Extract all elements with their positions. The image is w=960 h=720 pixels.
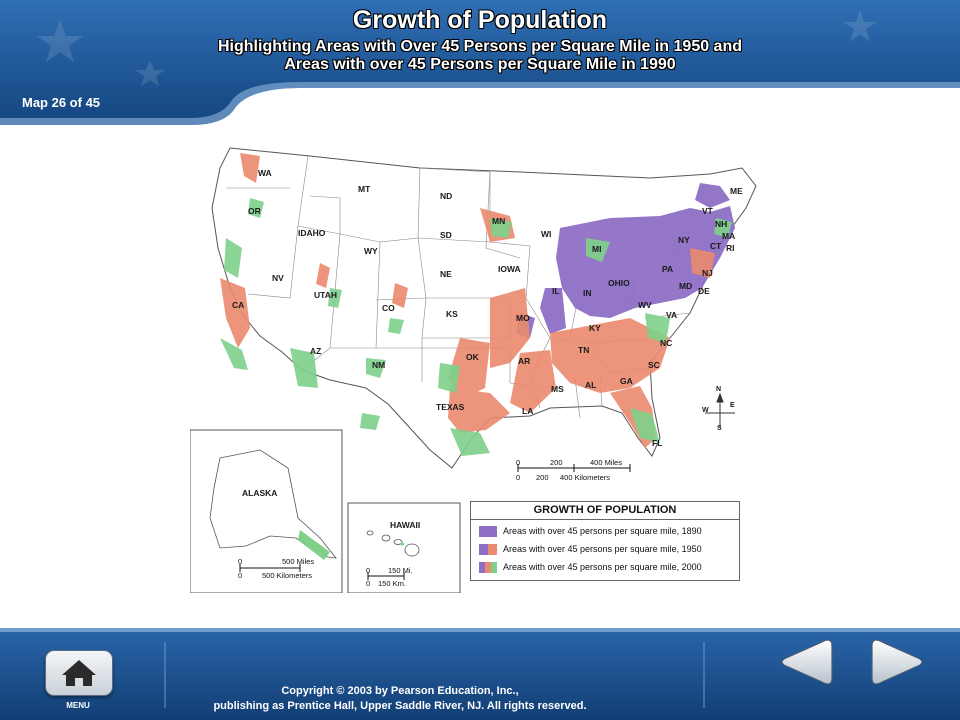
compass-north: N bbox=[716, 386, 722, 393]
state-label-pa: PA bbox=[662, 264, 674, 274]
legend-label-2000: Areas with over 45 persons per square mi… bbox=[503, 562, 702, 572]
state-label-sd: SD bbox=[440, 230, 452, 240]
state-label-fl: FL bbox=[652, 438, 663, 448]
state-label-la: LA bbox=[522, 406, 534, 416]
copyright-line2: publishing as Prentice Hall, Upper Saddl… bbox=[213, 700, 587, 712]
scale-hawaii-km-0: 0 bbox=[366, 579, 371, 588]
scale-hawaii-mi-150: 150 Mi. bbox=[388, 566, 413, 575]
footer-background bbox=[0, 628, 960, 720]
map-counter: Map 26 of 45 bbox=[22, 95, 101, 110]
state-label-ut: UTAH bbox=[314, 290, 337, 300]
scale-alaska-km-0: 0 bbox=[238, 571, 243, 580]
state-label-wv: WV bbox=[638, 300, 652, 310]
scale-main-km-400: 400 Kilometers bbox=[560, 473, 611, 482]
menu-button[interactable] bbox=[45, 650, 113, 696]
state-label-al: AL bbox=[585, 380, 597, 390]
compass-west: W bbox=[702, 407, 709, 414]
scale-alaska-mi-0: 0 bbox=[238, 557, 243, 566]
legend-item-2000: Areas with over 45 persons per square mi… bbox=[479, 562, 702, 576]
state-label-ca: CA bbox=[232, 300, 245, 310]
state-label-tx: TEXAS bbox=[436, 402, 465, 412]
scale-alaska-km-500: 500 Kilometers bbox=[262, 571, 313, 580]
inset-label-alaska: ALASKA bbox=[242, 488, 278, 498]
state-label-me: ME bbox=[730, 186, 743, 196]
state-label-ri: RI bbox=[726, 243, 735, 253]
state-label-ks: KS bbox=[446, 309, 458, 319]
legend-item-1890: Areas with over 45 persons per square mi… bbox=[479, 526, 702, 540]
scale-main-km-0: 0 bbox=[516, 473, 521, 482]
legend-label-1950: Areas with over 45 persons per square mi… bbox=[503, 544, 702, 554]
state-label-ma: MA bbox=[722, 231, 736, 241]
state-label-ga: GA bbox=[620, 376, 633, 386]
state-label-ne: NE bbox=[440, 269, 452, 279]
state-label-il: IL bbox=[552, 286, 560, 296]
state-label-ok: OK bbox=[466, 352, 479, 362]
state-label-mo: MO bbox=[516, 313, 530, 323]
state-label-mn: MN bbox=[492, 216, 506, 226]
footer-band bbox=[0, 628, 960, 720]
state-label-ia: IOWA bbox=[498, 264, 521, 274]
state-label-co: CO bbox=[382, 303, 395, 313]
state-label-vt: VT bbox=[702, 206, 713, 216]
legend-label-1890: Areas with over 45 persons per square mi… bbox=[503, 526, 702, 536]
page-title: Growth of Population bbox=[352, 6, 608, 34]
state-label-ct: CT bbox=[710, 241, 722, 251]
state-label-ky: KY bbox=[589, 323, 601, 333]
state-label-ar: AR bbox=[518, 356, 531, 366]
legend-title: GROWTH OF POPULATION bbox=[471, 504, 739, 520]
state-label-or: OR bbox=[248, 206, 261, 216]
state-label-nm: NM bbox=[372, 360, 386, 370]
state-label-de: DE bbox=[698, 286, 710, 296]
scale-hawaii-km-150: 150 Km. bbox=[378, 579, 406, 588]
state-label-az: AZ bbox=[310, 346, 322, 356]
page-subtitle-line1: Highlighting Areas with Over 45 Persons … bbox=[218, 38, 742, 55]
state-label-sc: SC bbox=[648, 360, 660, 370]
legend-item-1950: Areas with over 45 persons per square mi… bbox=[479, 544, 702, 558]
scale-hawaii-mi-0: 0 bbox=[366, 566, 371, 575]
legend-swatch-1950 bbox=[479, 544, 497, 556]
legend-swatch-1890 bbox=[479, 526, 497, 538]
scale-main-mi-400: 400 Miles bbox=[590, 458, 623, 467]
state-label-nh: NH bbox=[715, 219, 728, 229]
compass-east: E bbox=[730, 402, 735, 409]
state-label-mi: MI bbox=[592, 244, 602, 254]
page-subtitle-line2: Areas with over 45 Persons per Square Mi… bbox=[284, 56, 676, 73]
state-label-mt: MT bbox=[358, 184, 371, 194]
state-label-wa: WA bbox=[258, 168, 272, 178]
inset-label-hawaii: HAWAII bbox=[390, 520, 421, 530]
state-label-tn: TN bbox=[578, 345, 590, 355]
legend-swatch-2000 bbox=[479, 562, 497, 574]
map-legend: GROWTH OF POPULATION Areas with over 45 … bbox=[470, 501, 740, 581]
scale-main-mi-0: 0 bbox=[516, 458, 521, 467]
header-band: Growth of Population Highlighting Areas … bbox=[0, 0, 960, 125]
state-label-oh: OHIO bbox=[608, 278, 630, 288]
population-map: WA OR IDAHO MT NV WY UTAH CA CO AZ NM ND… bbox=[190, 138, 770, 593]
menu-label: MENU bbox=[66, 701, 90, 710]
state-label-nd: ND bbox=[440, 191, 453, 201]
copyright-line1: Copyright © 2003 by Pearson Education, I… bbox=[281, 685, 519, 697]
state-label-nj: NJ bbox=[702, 268, 713, 278]
state-label-id: IDAHO bbox=[298, 228, 326, 238]
us-map-graphic bbox=[190, 147, 757, 593]
state-label-wi: WI bbox=[541, 229, 552, 239]
state-label-nc: NC bbox=[660, 338, 673, 348]
scale-main-mi-200: 200 bbox=[550, 458, 563, 467]
state-label-wy: WY bbox=[364, 246, 378, 256]
compass-south: S bbox=[717, 425, 722, 432]
next-arrow-icon[interactable] bbox=[870, 636, 926, 688]
state-label-ny: NY bbox=[678, 235, 690, 245]
home-icon bbox=[62, 660, 96, 686]
previous-arrow-icon[interactable] bbox=[778, 636, 834, 688]
scale-alaska-mi-500: 500 Miles bbox=[282, 557, 315, 566]
state-label-va: VA bbox=[666, 310, 678, 320]
state-label-in: IN bbox=[583, 288, 592, 298]
state-label-ms: MS bbox=[551, 384, 564, 394]
scale-main-km-200: 200 bbox=[536, 473, 549, 482]
state-label-md: MD bbox=[679, 281, 693, 291]
state-label-nv: NV bbox=[272, 273, 284, 283]
header-background bbox=[0, 0, 960, 125]
